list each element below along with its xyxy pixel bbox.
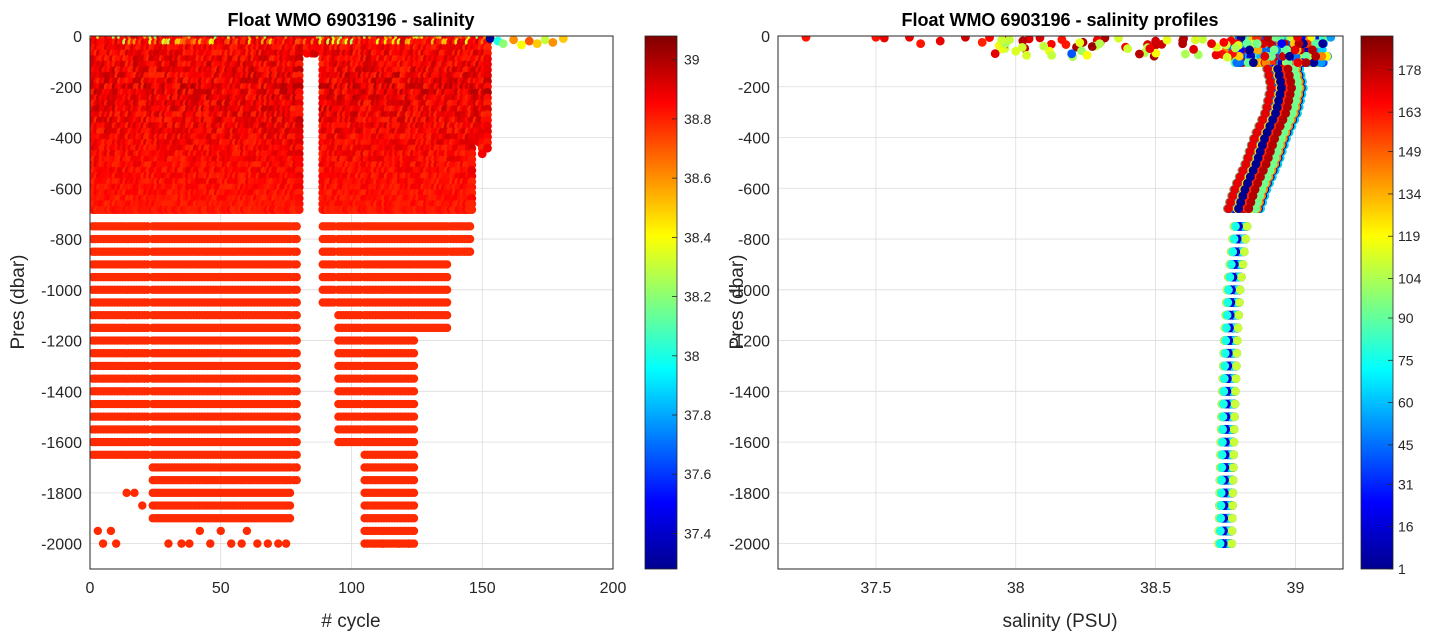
p1-point xyxy=(483,143,492,153)
salinity-section-panel: 0 50 100 150 2000-200-400-600-800-1000-1200-… xyxy=(8,10,626,632)
p1-point xyxy=(294,205,304,215)
p1-point xyxy=(467,205,477,215)
p1-data-points xyxy=(90,36,568,548)
